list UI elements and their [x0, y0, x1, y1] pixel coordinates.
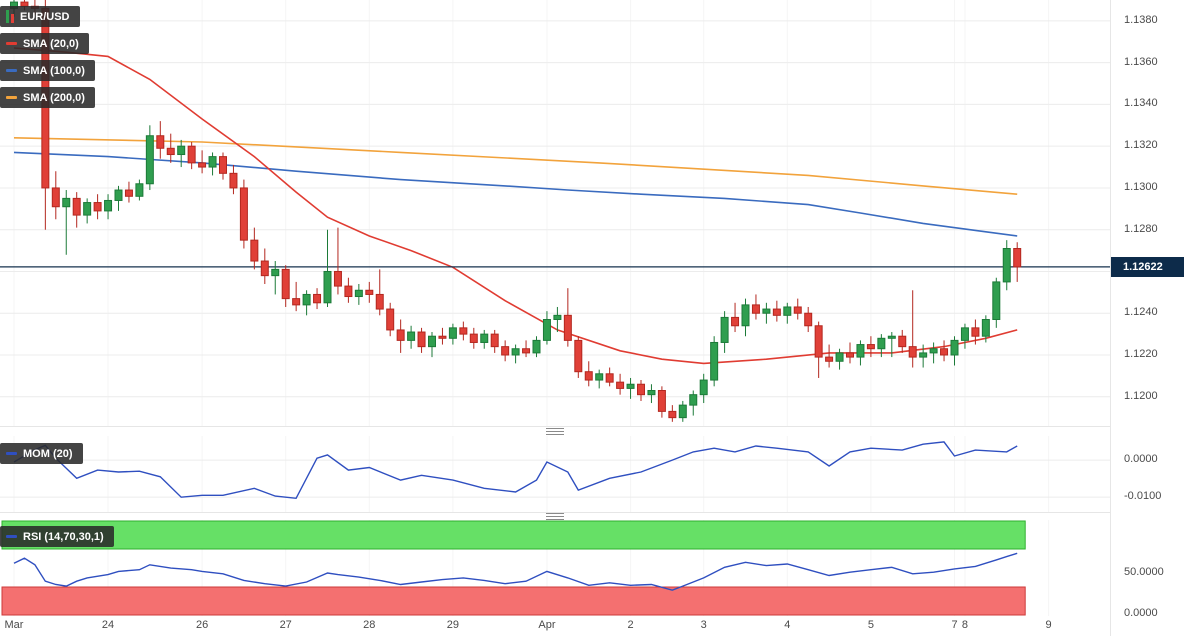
time-axis-label: Apr — [538, 619, 556, 631]
time-axis-label: 4 — [784, 619, 791, 631]
sma20-legend-label: SMA (20,0) — [23, 37, 79, 50]
time-axis-label: 29 — [446, 619, 460, 631]
price-axis-label: 1.1200 — [1124, 389, 1158, 402]
drag-handle-icon — [546, 428, 564, 435]
momentum-axis-label: -0.0100 — [1124, 490, 1162, 503]
sma100-legend-label: SMA (100,0) — [23, 64, 85, 77]
price-axis-label: 1.1300 — [1124, 180, 1158, 193]
symbol-legend-label: EUR/USD — [20, 10, 70, 23]
time-axis[interactable]: Mar 24 26 27 28 29 Apr 2 3 4 5 7 8 9 — [0, 616, 1110, 636]
mom-line-icon — [6, 452, 17, 455]
price-axis-label: 1.1320 — [1124, 139, 1158, 152]
price-axis-label: 1.1240 — [1124, 306, 1158, 319]
sma100-legend[interactable]: SMA (100,0) — [0, 60, 95, 81]
time-axis-label: 26 — [195, 619, 209, 631]
rsi-axis-label: 50.0000 — [1124, 566, 1164, 578]
time-axis-label: 5 — [867, 619, 874, 631]
price-axis-label: 1.1340 — [1124, 97, 1158, 110]
momentum-axis-label: 0.0000 — [1124, 453, 1158, 466]
time-axis-label: 2 — [627, 619, 634, 631]
momentum-chart-canvas[interactable] — [0, 436, 1110, 512]
price-panel: EUR/USD SMA (20,0) SMA (100,0) SMA (200,… — [0, 0, 1110, 427]
price-axis-label: 1.1280 — [1124, 222, 1158, 235]
rsi-axis-label: 0.0000 — [1124, 607, 1158, 619]
momentum-panel: MOM (20) — [0, 436, 1110, 513]
candlestick-icon — [6, 10, 14, 23]
price-axis-label: 1.1360 — [1124, 55, 1158, 68]
price-axis-label: 1.1380 — [1124, 13, 1158, 26]
rsi-legend[interactable]: RSI (14,70,30,1) — [0, 526, 114, 547]
time-axis-label: 9 — [1045, 619, 1052, 631]
sma100-line-icon — [6, 69, 17, 72]
rsi-legend-label: RSI (14,70,30,1) — [23, 530, 104, 543]
rsi-chart-canvas[interactable] — [0, 520, 1110, 616]
sma200-line-icon — [6, 96, 17, 99]
mom-legend-label: MOM (20) — [23, 447, 73, 460]
time-axis-label: 27 — [279, 619, 292, 631]
symbol-legend[interactable]: EUR/USD — [0, 6, 80, 27]
sma200-legend-label: SMA (200,0) — [23, 91, 85, 104]
rsi-panel: RSI (14,70,30,1) — [0, 520, 1110, 617]
last-price-tag: 1.12622 — [1111, 256, 1184, 277]
sma20-legend[interactable]: SMA (20,0) — [0, 33, 89, 54]
sma200-legend[interactable]: SMA (200,0) — [0, 87, 95, 108]
price-axis[interactable]: 1.1380 1.1360 1.1340 1.1320 1.1300 1.1280 1.12… — [1110, 0, 1184, 636]
sma20-line-icon — [6, 42, 17, 45]
time-axis-label: Mar — [4, 619, 24, 631]
rsi-line-icon — [6, 535, 17, 538]
time-axis-label: 28 — [363, 619, 376, 631]
mom-legend[interactable]: MOM (20) — [0, 443, 83, 464]
drag-handle-icon — [546, 513, 564, 520]
price-axis-label: 1.1220 — [1124, 348, 1158, 360]
panel-splitter-lower[interactable] — [0, 513, 1110, 520]
time-axis-label: 8 — [961, 619, 968, 631]
time-axis-label: 24 — [101, 619, 115, 631]
price-chart-canvas[interactable] — [0, 0, 1110, 426]
time-axis-label: 3 — [700, 619, 707, 631]
panel-splitter-upper[interactable] — [0, 427, 1110, 436]
time-axis-label: 7 — [951, 619, 958, 631]
